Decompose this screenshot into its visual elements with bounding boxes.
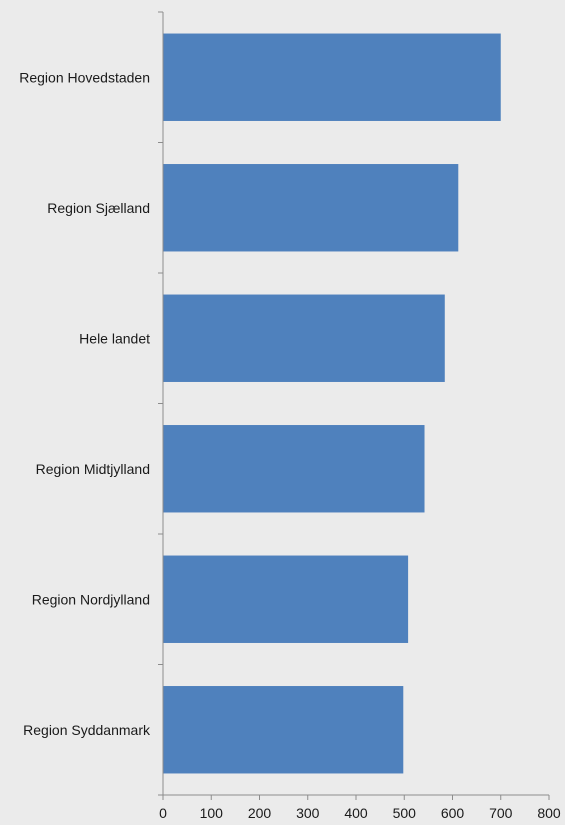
category-labels: Region Hovedstaden Region Sjælland Hele la… — [19, 69, 151, 738]
category-label: Region Nordjylland — [32, 591, 150, 607]
x-axis-ticks: 0 100 200 300 400 500 600 700 800 — [159, 795, 561, 821]
x-tick-label: 200 — [248, 805, 272, 821]
category-label: Region Hovedstaden — [19, 69, 150, 85]
x-tick-label: 800 — [537, 805, 561, 821]
x-tick-label: 500 — [393, 805, 417, 821]
bar — [163, 555, 409, 643]
x-tick-label: 700 — [489, 805, 513, 821]
x-tick-label: 600 — [441, 805, 465, 821]
bar — [163, 294, 445, 382]
category-label: Region Sjælland — [47, 200, 150, 216]
bars-group — [163, 33, 501, 774]
x-tick-label: 300 — [296, 805, 320, 821]
category-label: Hele landet — [79, 330, 150, 346]
category-label: Region Syddanmark — [23, 722, 151, 738]
x-tick-label: 100 — [200, 805, 224, 821]
y-axis-ticks — [158, 11, 163, 796]
x-tick-label: 0 — [159, 805, 167, 821]
bar — [163, 33, 501, 121]
category-label: Region Midtjylland — [36, 461, 150, 477]
bar — [163, 425, 425, 513]
x-tick-label: 400 — [344, 805, 368, 821]
bar — [163, 164, 459, 252]
bar — [163, 686, 404, 774]
